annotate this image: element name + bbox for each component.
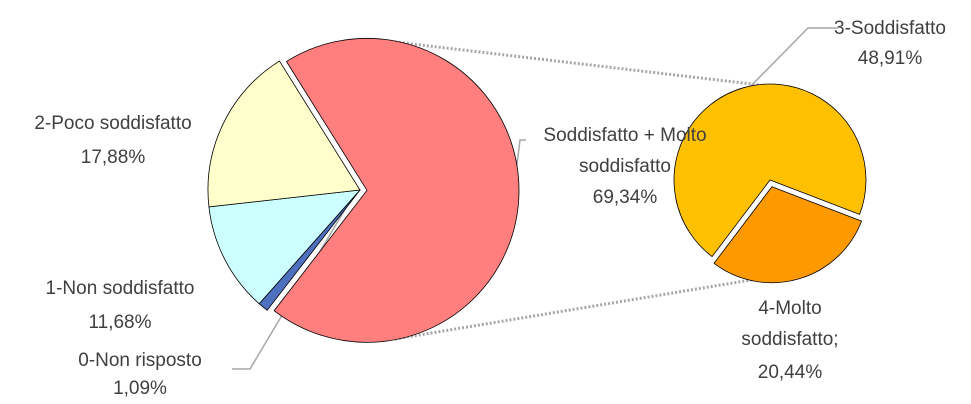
pie-slice [207, 60, 361, 208]
leader-line [741, 27, 838, 96]
slices [207, 37, 867, 343]
value-label: 17,88% [80, 147, 146, 168]
value-label: 20,44% [757, 362, 823, 383]
category-label: 3-Soddisfatto [834, 18, 946, 39]
category-label: Soddisfatto + Molto soddisfatto [543, 125, 707, 177]
category-label: 2-Poco soddisfatto [34, 113, 192, 134]
pie-slice [273, 37, 520, 343]
value-label: 48,91% [857, 48, 923, 69]
pie-slice [713, 186, 863, 284]
pie-slice [673, 83, 867, 258]
category-label: 1-Non soddisfatto [45, 278, 195, 299]
connector-line [394, 40, 761, 87]
category-label: 4-Molto soddisfatto; [741, 298, 839, 350]
value-label: 69,34% [592, 187, 658, 208]
value-label: 11,68% [88, 312, 152, 333]
category-label: 0-Non risposto [78, 350, 202, 371]
value-label: 1,09% [113, 378, 167, 399]
pie-slice [208, 189, 361, 305]
connector-line [394, 274, 776, 341]
